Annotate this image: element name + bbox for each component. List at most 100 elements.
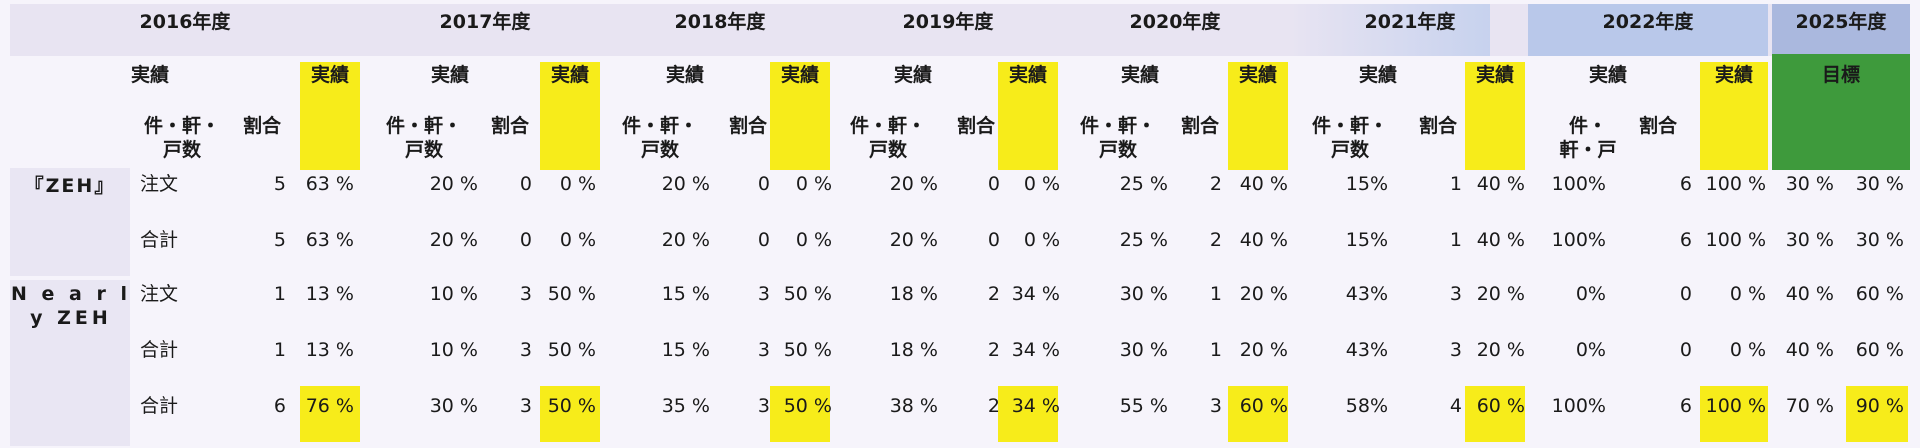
year-header: 2025年度 bbox=[1795, 11, 1887, 33]
table-cell: 100 % bbox=[1705, 395, 1766, 418]
table-cell: 15% bbox=[1345, 229, 1388, 252]
count-header-line1: 件・軒・ bbox=[385, 115, 462, 138]
ratio-header: 割合 bbox=[242, 115, 281, 138]
count-header: 件・ 軒・戸 bbox=[1540, 112, 1636, 166]
table-cell: 1 bbox=[1449, 229, 1462, 252]
year-header: 2021年度 bbox=[1364, 11, 1456, 33]
highlight-2018 bbox=[770, 62, 830, 170]
row-label: 注文 bbox=[140, 283, 179, 306]
table-cell: 100% bbox=[1551, 395, 1606, 418]
table-cell: 1 bbox=[1209, 283, 1222, 306]
year-header: 2016年度 bbox=[139, 11, 231, 33]
table-cell: 0 % bbox=[559, 229, 596, 252]
count-header: 件・軒・ 戸数 bbox=[1302, 112, 1398, 166]
ratio-header: 割合 bbox=[728, 115, 767, 138]
table-cell: 20 % bbox=[1239, 283, 1288, 306]
table-cell: 6 bbox=[1679, 395, 1692, 418]
table-cell: 0 bbox=[519, 173, 532, 196]
table-cell: 1 bbox=[1449, 173, 1462, 196]
table-cell: 70 % bbox=[1785, 395, 1834, 418]
category-label-band-nearly bbox=[10, 280, 130, 446]
table-cell: 60 % bbox=[1855, 283, 1904, 306]
highlight-2021 bbox=[1465, 62, 1525, 170]
ratio-header: 割合 bbox=[490, 115, 529, 138]
table-cell: 0 % bbox=[1729, 339, 1766, 362]
table-cell: 3 bbox=[519, 339, 532, 362]
jisseki-header: 実績 bbox=[430, 64, 469, 86]
table-cell: 0 bbox=[987, 173, 1000, 196]
table-cell: 3 bbox=[757, 283, 770, 306]
year-header: 2022年度 bbox=[1602, 11, 1694, 33]
category-label-band-zeh bbox=[10, 168, 130, 276]
table-cell: 50 % bbox=[783, 283, 832, 306]
table-cell: 0 bbox=[1679, 283, 1692, 306]
jisseki-header-highlight: 実績 bbox=[550, 64, 589, 86]
table-cell: 10 % bbox=[429, 283, 478, 306]
table-cell: 0 % bbox=[795, 173, 832, 196]
table-cell: 34 % bbox=[1011, 395, 1060, 418]
table-cell: 43% bbox=[1345, 283, 1388, 306]
table-cell: 30 % bbox=[1855, 229, 1904, 252]
highlight-2019 bbox=[998, 62, 1058, 170]
table-cell: 58% bbox=[1345, 395, 1388, 418]
table-cell: 5 bbox=[273, 173, 286, 196]
jisseki-header: 実績 bbox=[1120, 64, 1159, 86]
table-cell: 2 bbox=[987, 395, 1000, 418]
jisseki-header: 実績 bbox=[665, 64, 704, 86]
count-header-line2: 戸数 bbox=[404, 139, 443, 161]
table-cell: 35 % bbox=[661, 395, 710, 418]
category-nearly-line1: N e a r l bbox=[11, 283, 131, 306]
table-cell: 100% bbox=[1551, 173, 1606, 196]
table-cell: 3 bbox=[519, 395, 532, 418]
year-header: 2020年度 bbox=[1129, 11, 1221, 33]
table-cell: 76 % bbox=[305, 395, 354, 418]
table-cell: 30 % bbox=[1119, 339, 1168, 362]
table-cell: 30 % bbox=[1785, 229, 1834, 252]
target-2025 bbox=[1772, 54, 1910, 170]
count-header-line2: 戸数 bbox=[1098, 139, 1137, 161]
table-cell: 10 % bbox=[429, 339, 478, 362]
table-cell: 20 % bbox=[661, 229, 710, 252]
table-cell: 5 bbox=[273, 229, 286, 252]
highlight-total-2025 bbox=[1846, 386, 1908, 442]
highlight-total-2017 bbox=[540, 386, 600, 442]
highlight-2022 bbox=[1700, 62, 1768, 170]
category-nearly-zeh: N e a r l y ZEH bbox=[11, 282, 127, 332]
ratio-header: 割合 bbox=[1418, 115, 1457, 138]
ratio-header: 割合 bbox=[1638, 115, 1677, 138]
table-cell: 20 % bbox=[1476, 339, 1525, 362]
table-cell: 100 % bbox=[1705, 229, 1766, 252]
table-cell: 90 % bbox=[1855, 395, 1904, 418]
category-nearly-line2: y ZEH bbox=[30, 307, 112, 329]
year-header: 2019年度 bbox=[902, 11, 994, 33]
year-header-band-2025 bbox=[1772, 4, 1910, 56]
table-cell: 0 % bbox=[1023, 229, 1060, 252]
count-header-line1: 件・軒・ bbox=[1311, 115, 1388, 138]
highlight-total-2016 bbox=[300, 386, 360, 442]
jisseki-header-highlight: 実績 bbox=[1475, 64, 1514, 86]
table-cell: 0 bbox=[987, 229, 1000, 252]
table-cell: 50 % bbox=[783, 395, 832, 418]
table-cell: 0 bbox=[757, 173, 770, 196]
table-cell: 0% bbox=[1575, 339, 1606, 362]
table-cell: 3 bbox=[1449, 339, 1462, 362]
table-cell: 100% bbox=[1551, 229, 1606, 252]
table-cell: 60 % bbox=[1855, 339, 1904, 362]
table-cell: 40 % bbox=[1476, 229, 1525, 252]
row-label: 合計 bbox=[140, 229, 179, 252]
table-cell: 40 % bbox=[1785, 283, 1834, 306]
count-header-line1: 件・軒・ bbox=[1079, 115, 1156, 138]
highlight-total-2022 bbox=[1700, 386, 1768, 442]
table-cell: 100 % bbox=[1705, 173, 1766, 196]
table-cell: 20 % bbox=[661, 173, 710, 196]
table-cell: 20 % bbox=[889, 173, 938, 196]
table-cell: 60 % bbox=[1239, 395, 1288, 418]
table-cell: 6 bbox=[1679, 173, 1692, 196]
table-cell: 0 % bbox=[795, 229, 832, 252]
count-header-line1: 件・ bbox=[1568, 115, 1607, 138]
jisseki-header: 実績 bbox=[893, 64, 932, 86]
table-cell: 40 % bbox=[1239, 173, 1288, 196]
highlight-2016 bbox=[300, 62, 360, 170]
row-label: 合計 bbox=[140, 395, 179, 418]
